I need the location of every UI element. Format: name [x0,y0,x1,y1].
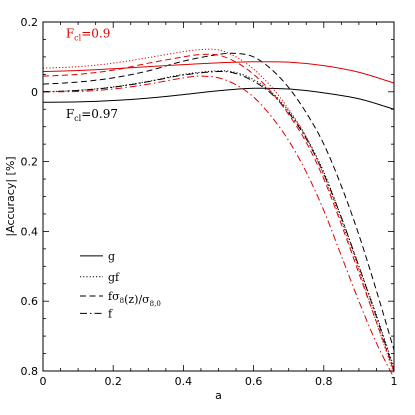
plot-frame [42,21,395,372]
y-tick-label: 0.6 [21,295,39,308]
series-line-7 [42,75,395,379]
y-tick-label: 0 [31,86,38,99]
series-line-2 [42,52,395,351]
series-line-3 [42,71,395,372]
series-line-0 [42,87,395,110]
series-line-5 [42,48,395,375]
x-tick-label: 0.4 [175,375,193,388]
legend-label: fσ8(z)/σ8,0 [108,290,161,308]
y-tick-label: 0.8 [21,365,39,378]
x-axis-label: a [215,389,222,402]
labels-layer: 0 0.2 0.4 0.6 0.8 1 0.2 0 0.2 0.4 0.6 0.8 a |Accuracy… [4,16,398,402]
legend-label: f [108,307,113,320]
series-line-6 [42,53,395,372]
y-axis-label: |Accuracy| [%] [4,156,17,236]
fcl-annotation-0: Fcl=0.9 [66,27,111,43]
x-tick-label: 0.8 [315,375,333,388]
x-tick-label: 1 [391,375,398,388]
legend-label: g [108,250,115,263]
y-tick-label: 0.2 [21,16,39,29]
legend: g gf fσ8(z)/σ8,0f [80,250,161,320]
series-line-4 [42,61,395,84]
x-tick-label: 0.6 [245,375,263,388]
x-tick-label: 0 [40,375,47,388]
y-tick-label: 0.4 [21,225,39,238]
series-layer [42,48,395,379]
y-tick-label: 0.2 [21,156,39,169]
annotation-layer: Fcl=0.9 Fcl=0.97 [66,27,118,123]
legend-label: gf [108,271,120,284]
fcl-annotation-1: Fcl=0.97 [66,107,118,123]
x-tick-label: 0.2 [104,375,122,388]
ticks-layer [42,21,395,372]
